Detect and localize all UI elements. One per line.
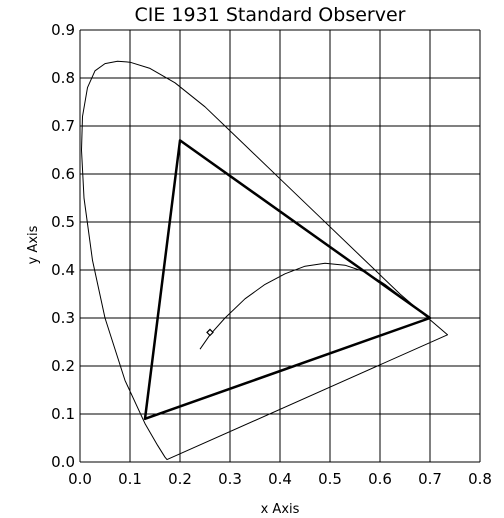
grid [79, 29, 481, 463]
x-tick-label: 0.5 [318, 470, 342, 488]
y-tick-label: 0.1 [51, 405, 75, 423]
y-tick-label: 0.9 [51, 21, 75, 39]
gamut-triangle-line [143, 139, 432, 421]
y-tick-label: 0.2 [51, 357, 75, 375]
x-axis-label: x Axis [261, 502, 300, 517]
x-tick-label: 0.1 [118, 470, 142, 488]
planckian-locus-line [199, 262, 431, 350]
y-tick-label: 0.3 [51, 309, 75, 327]
y-tick-label: 0.6 [51, 165, 75, 183]
y-tick-label: 0.0 [51, 453, 75, 471]
x-tick-label: 0.7 [418, 470, 442, 488]
x-tick-label: 0.6 [368, 470, 392, 488]
y-tick-label: 0.8 [51, 69, 75, 87]
spectral-locus-line [81, 60, 448, 461]
y-tick-label: 0.7 [51, 117, 75, 135]
x-tick-label: 0.4 [268, 470, 292, 488]
x-tick-label: 0.2 [168, 470, 192, 488]
chart-title: CIE 1931 Standard Observer [135, 4, 406, 26]
x-tick-label: 0.3 [218, 470, 242, 488]
y-tick-label: 0.4 [51, 261, 75, 279]
axis-ticks: 0.0 0.1 0.2 0.3 0.4 0.5 0.6 0.7 0.8 0.0 0.1 0.2 0.3 0… [51, 21, 492, 488]
x-tick-label: 0.8 [468, 470, 492, 488]
x-tick-label: 0.0 [68, 470, 92, 488]
y-axis-label: y Axis [26, 225, 41, 264]
y-tick-label: 0.5 [51, 213, 75, 231]
white-point-marker [206, 328, 214, 337]
plot-series [81, 60, 448, 461]
